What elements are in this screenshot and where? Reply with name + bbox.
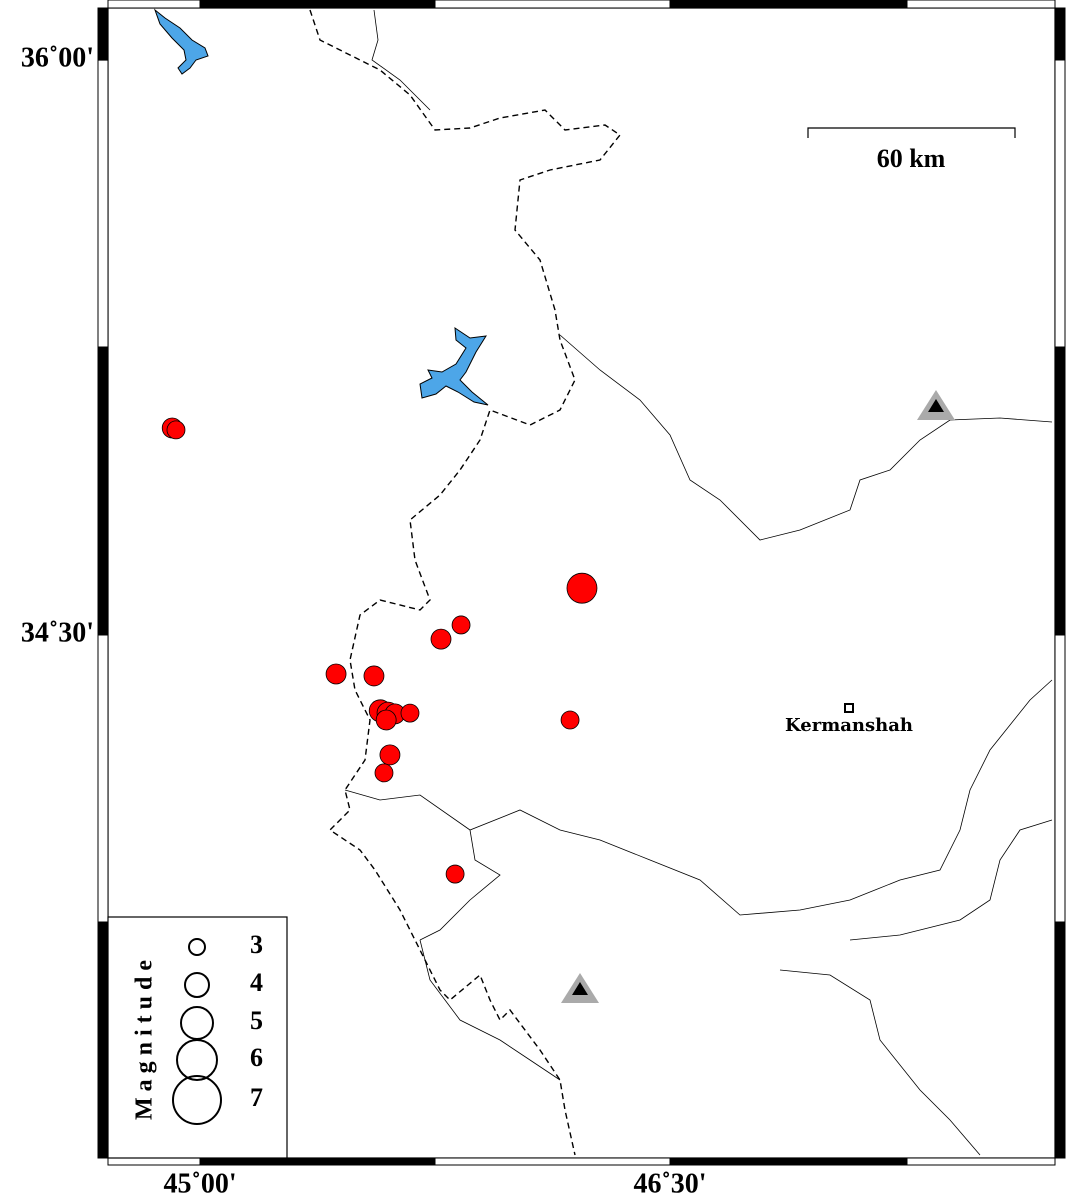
city-marker [844,703,854,713]
station [572,982,588,995]
legend-box [107,916,288,1159]
earthquake [363,665,385,687]
legend-label: 5 [250,1006,263,1035]
legend-title: Magnitude [132,954,158,1120]
earthquake [166,420,186,440]
frame-segment [669,0,908,9]
earthquake [379,744,401,766]
frame-segment [97,634,109,923]
earthquake [374,763,394,783]
legend-circle [188,938,206,956]
scale-label: 60 km [877,144,946,173]
frame-segment [1054,921,1066,1159]
earthquake [325,663,347,685]
earthquake [430,628,452,650]
frame-segment [97,921,109,1159]
legend-circle [176,1039,218,1081]
legend-label: 4 [250,968,263,997]
earthquake [566,572,598,604]
frame-segment [434,0,671,9]
frame-segment [199,0,436,9]
lake [153,8,209,75]
city-label: Kermanshah [785,715,913,736]
lake [419,327,489,406]
international-border [309,9,622,1156]
earthquake [560,710,580,730]
province-border [849,819,1053,941]
province-borders [344,9,1053,1156]
y-tick-label: 36˚00' [21,43,94,74]
x-tick-label: 46˚30' [633,1168,706,1199]
province-border [419,939,561,1081]
legend-label: 6 [250,1043,263,1072]
events [161,417,598,884]
legend-circle [184,972,210,998]
station [928,399,944,412]
frame-segment [97,346,109,636]
x-tick-label: 45˚00' [164,1168,237,1199]
province-border [559,334,1053,541]
frame-segment [1054,7,1066,61]
frame-segment [97,7,109,61]
frame-segment [97,59,109,348]
legend-label: 7 [250,1083,263,1112]
frame-segment [107,0,201,9]
frame-segment [107,1157,201,1166]
frame-segment [906,0,1056,9]
scale-bar [807,127,1016,138]
frame-segment [906,1157,1056,1166]
frame-segment [1054,346,1066,636]
legend-circle [172,1075,222,1125]
legend-label: 3 [250,930,263,959]
province-border [419,829,501,941]
earthquake [445,864,465,884]
earthquake [451,615,471,635]
earthquake [400,703,420,723]
province-border [371,9,431,111]
frame-segment [434,1157,671,1166]
province-border [779,969,981,1156]
earthquake [375,709,397,731]
frame-segment [1054,59,1066,348]
frame-segment [1054,634,1066,923]
frame-segment [669,1157,908,1166]
frame-segment [199,1157,436,1166]
y-tick-label: 34˚30' [21,617,94,648]
